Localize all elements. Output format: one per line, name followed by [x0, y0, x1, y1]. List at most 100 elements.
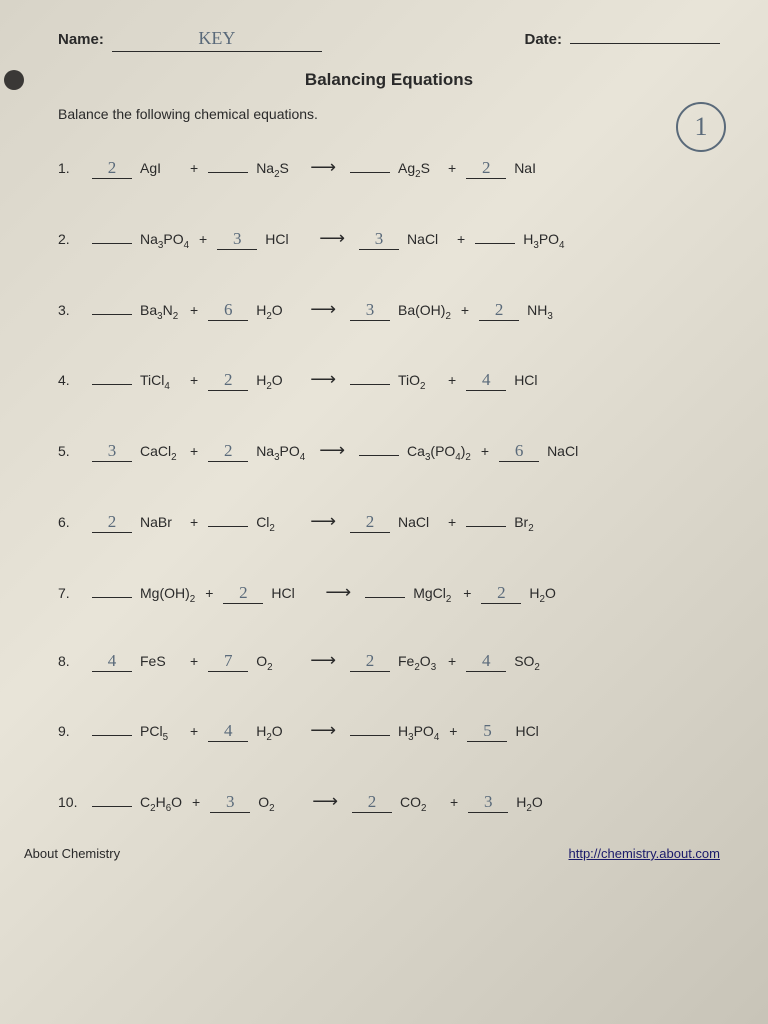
reactant-1: TiCl4 — [140, 372, 180, 392]
equation-number: 4. — [58, 372, 88, 388]
coef-blank — [466, 508, 506, 527]
reactant-1: Ba3N2 — [140, 302, 180, 322]
product-1: Ca3(PO4)2 — [407, 443, 471, 463]
reactant-1: AgI — [140, 160, 180, 176]
plus-op: + — [449, 723, 457, 739]
arrow-icon: ⟶ — [310, 299, 336, 320]
plus-op: + — [457, 231, 465, 247]
plus-op: + — [190, 723, 198, 739]
equation-row: 4.TiCl4+2H2O⟶TiO2+4HCl — [58, 366, 720, 392]
arrow-icon: ⟶ — [325, 582, 351, 603]
reactant-2: O2 — [258, 794, 298, 814]
coef-blank: 4 — [466, 651, 506, 672]
equation-row: 7.Mg(OH)2+2HCl⟶MgCl2+2H2O — [58, 579, 720, 605]
coef-blank: 3 — [350, 300, 390, 321]
coef-blank — [208, 154, 248, 173]
coef-blank — [475, 225, 515, 244]
worksheet-page: Name: KEY Date: Balancing Equations Bala… — [0, 0, 768, 879]
plus-op: + — [190, 443, 198, 459]
coef-blank: 7 — [208, 651, 248, 672]
product-1: H3PO4 — [398, 723, 439, 743]
plus-op: + — [461, 302, 469, 318]
equation-row: 9.PCl5+4H2O⟶H3PO4+5HCl — [58, 717, 720, 743]
coef-blank — [92, 366, 132, 385]
equation-row: 8.4FeS+7O2⟶2Fe2O3+4SO2 — [58, 650, 720, 673]
plus-op: + — [190, 372, 198, 388]
equation-number: 1. — [58, 160, 88, 176]
reactant-2: HCl — [271, 585, 311, 601]
equation-row: 10.C2H6O+3O2⟶2CO2+3H2O — [58, 788, 720, 814]
equation-number: 5. — [58, 443, 88, 459]
name-value: KEY — [112, 28, 322, 52]
reactant-2: O2 — [256, 653, 296, 673]
product-1: CO2 — [400, 794, 440, 814]
coef-blank: 3 — [359, 229, 399, 250]
coef-blank — [92, 579, 132, 598]
header-row: Name: KEY Date: — [58, 28, 720, 52]
footer-link[interactable]: http://chemistry.about.com — [569, 846, 721, 861]
arrow-icon: ⟶ — [310, 511, 336, 532]
plus-op: + — [190, 302, 198, 318]
coef-blank — [350, 717, 390, 736]
coef-blank: 3 — [92, 441, 132, 462]
equation-row: 1.2AgI+Na2S⟶Ag2S+2NaI — [58, 154, 720, 180]
reactant-2: Cl2 — [256, 514, 296, 534]
equation-number: 9. — [58, 723, 88, 739]
reactant-1: NaBr — [140, 514, 180, 530]
reactant-2: H2O — [256, 723, 296, 743]
reactant-1: C2H6O — [140, 794, 182, 814]
plus-op: + — [190, 514, 198, 530]
plus-op: + — [205, 585, 213, 601]
coef-blank — [92, 788, 132, 807]
coef-blank — [208, 508, 248, 527]
coef-blank — [92, 225, 132, 244]
coef-blank: 2 — [479, 300, 519, 321]
coef-blank: 3 — [468, 792, 508, 813]
coef-blank: 5 — [467, 721, 507, 742]
coef-blank: 4 — [466, 370, 506, 391]
equation-row: 3. Ba3N2 +6 H2O ⟶ 3 Ba(OH)2 +2 NH3 — [58, 296, 720, 322]
equation-number: 3. — [58, 302, 88, 318]
reactant-2: H2O — [256, 302, 296, 322]
date-value — [570, 43, 720, 44]
product-2: NaCl — [547, 443, 587, 459]
product-1: Ba(OH)2 — [398, 302, 451, 322]
equation-number: 8. — [58, 653, 88, 669]
equation-row: 2.Na3PO4+3HCl⟶3NaCl+H3PO4 — [58, 225, 720, 251]
equation-number: 10. — [58, 794, 88, 810]
product-1: NaCl — [407, 231, 447, 247]
product-2: HCl — [514, 372, 554, 388]
reactant-1: Na3PO4 — [140, 231, 189, 251]
coef-blank: 2 — [466, 158, 506, 179]
coef-blank: 6 — [208, 300, 248, 321]
plus-op: + — [448, 160, 456, 176]
product-2: H3PO4 — [523, 231, 564, 251]
plus-op: + — [450, 794, 458, 810]
equation-row: 5.3CaCl2+2Na3PO4⟶Ca3(PO4)2+6NaCl — [58, 437, 720, 463]
plus-op: + — [192, 794, 200, 810]
equation-number: 7. — [58, 585, 88, 601]
plus-op: + — [190, 653, 198, 669]
arrow-icon: ⟶ — [310, 157, 336, 178]
product-1: Ag2S — [398, 160, 438, 180]
page-number-circle: 1 — [676, 102, 726, 152]
plus-op: + — [448, 372, 456, 388]
plus-op: + — [481, 443, 489, 459]
coef-blank: 4 — [92, 651, 132, 672]
reactant-1: PCl5 — [140, 723, 180, 743]
reactant-2: Na3PO4 — [256, 443, 305, 463]
plus-op: + — [199, 231, 207, 247]
plus-op: + — [448, 653, 456, 669]
product-1: NaCl — [398, 514, 438, 530]
reactant-2: Na2S — [256, 160, 296, 180]
product-2: Br2 — [514, 514, 554, 534]
equations-list: 1.2AgI+Na2S⟶Ag2S+2NaI2.Na3PO4+3HCl⟶3NaCl… — [58, 154, 720, 814]
product-1: TiO2 — [398, 372, 438, 392]
product-2: SO2 — [514, 653, 554, 673]
arrow-icon: ⟶ — [310, 720, 336, 741]
reactant-2: H2O — [256, 372, 296, 392]
product-2: NH3 — [527, 302, 567, 322]
product-2: H2O — [529, 585, 569, 605]
arrow-icon: ⟶ — [319, 440, 345, 461]
coef-blank: 2 — [352, 792, 392, 813]
